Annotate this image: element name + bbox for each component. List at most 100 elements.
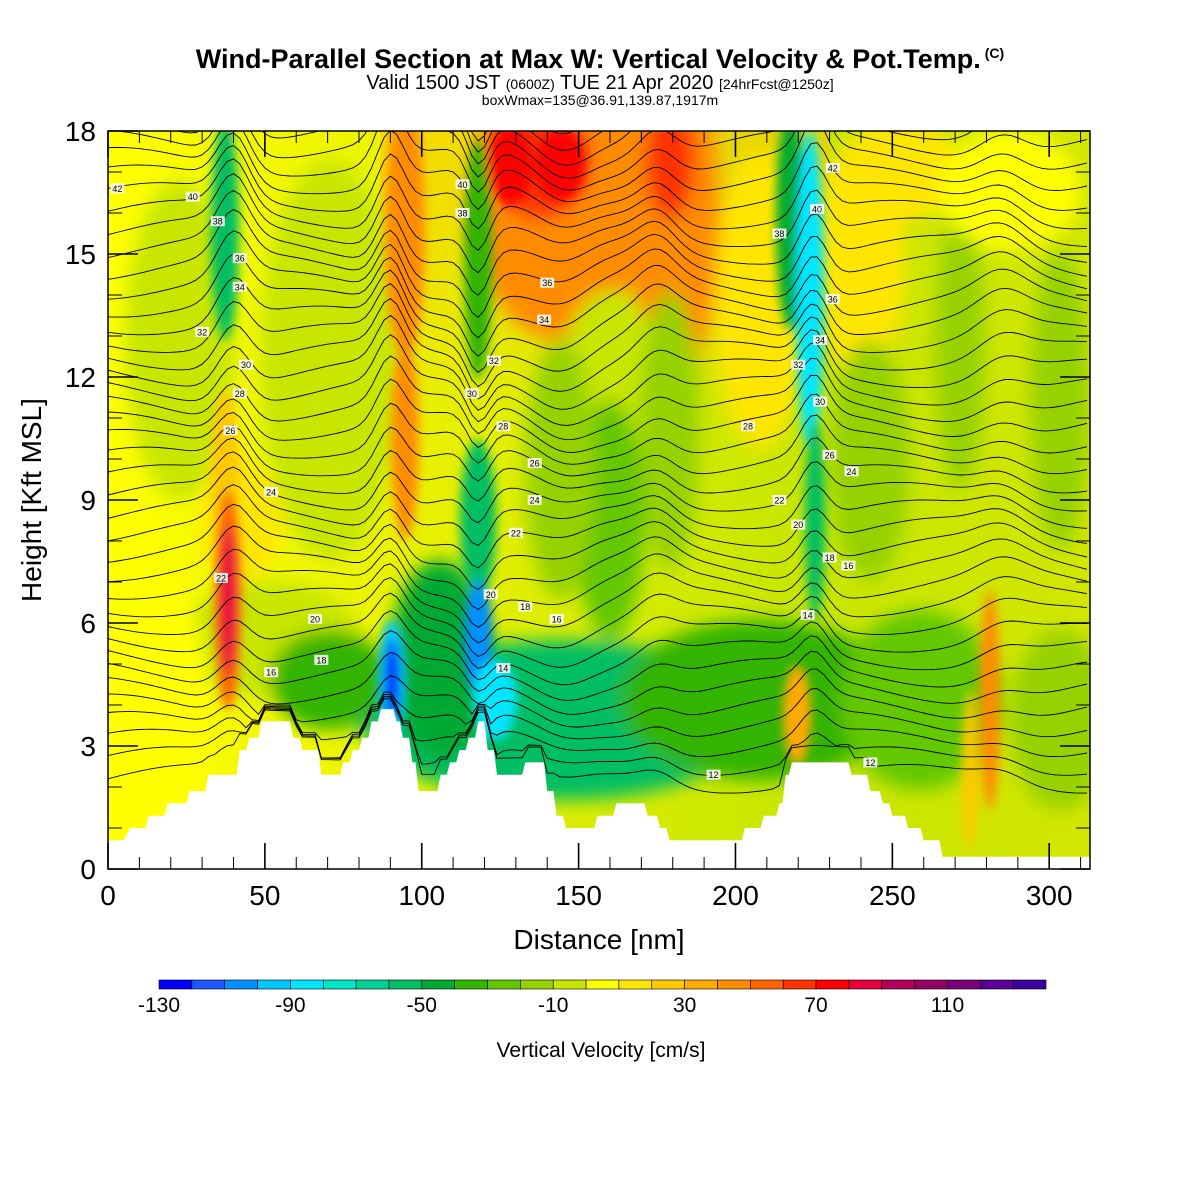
terrain-mask	[108, 709, 1090, 869]
theta-label-text: 26	[530, 459, 540, 469]
theta-label-text: 34	[815, 336, 825, 346]
theta-contour	[108, 484, 1087, 569]
colorbar-swatch	[782, 979, 817, 990]
theta-contour	[108, 131, 1088, 193]
theta-label: 16	[264, 667, 279, 678]
theta-label-text: 18	[520, 602, 530, 612]
theta-label-text: 26	[825, 450, 835, 460]
theta-label: 20	[308, 613, 323, 624]
theta-label: 22	[508, 527, 523, 538]
theta-label-text: 14	[498, 664, 508, 674]
chart-title-text: Wind-Parallel Section at Max W: Vertical…	[195, 44, 981, 74]
theta-label: 36	[825, 294, 840, 305]
theta-contour	[108, 230, 1088, 339]
colorbar-swatch	[454, 979, 488, 990]
valid-time-line: Valid 1500 JST (0600Z) TUE 21 Apr 2020 […	[0, 72, 1200, 95]
theta-label: 36	[232, 253, 247, 264]
theta-label: 28	[741, 421, 756, 432]
theta-label: 42	[110, 183, 125, 194]
theta-contour	[108, 525, 1088, 611]
box-info: boxWmax=135@36.91,139.87,1917m	[481, 92, 719, 108]
theta-label-text: 16	[266, 668, 276, 678]
x-tick-label: 0	[100, 880, 116, 911]
potential-temperature-labels: 42 40 38 36 34 32 30 28 26 24 22 20 18 16 40 38 36 34 32 30…	[110, 162, 878, 780]
theta-contour	[108, 563, 1087, 644]
theta-label: 14	[800, 609, 815, 620]
theta-contour	[108, 414, 1087, 482]
colorbar-swatch	[618, 979, 653, 990]
y-tick-label: 9	[80, 485, 96, 516]
colorbar-swatch	[881, 979, 915, 990]
theta-contour	[108, 189, 1087, 296]
theta-label: 24	[264, 486, 279, 497]
x-axis-label: Distance [nm]	[513, 924, 684, 955]
colorbar-swatch	[158, 979, 193, 990]
velocity-field: 42 40 38 36 34 32 30 28 26 24 22 20 18 16 40 38 36 34 32 30…	[108, 131, 1090, 869]
theta-label: 38	[210, 216, 225, 227]
theta-label: 20	[483, 589, 498, 600]
theta-label-text: 28	[235, 389, 245, 399]
colorbar-swatch	[322, 979, 357, 990]
theta-label: 12	[706, 769, 721, 780]
colorbar-swatch	[815, 979, 850, 990]
valid-date: TUE 21 Apr 2020	[559, 72, 714, 94]
theta-label-text: 30	[241, 360, 251, 370]
theta-label: 18	[518, 601, 533, 612]
x-tick-label: 50	[249, 880, 280, 911]
theta-contour	[108, 355, 1087, 441]
theta-contour	[111, 131, 1088, 179]
colorbar-swatch	[552, 979, 587, 990]
theta-contour	[108, 693, 1087, 759]
theta-label-text: 20	[310, 614, 320, 624]
x-tick-label: 100	[398, 880, 445, 911]
theta-label: 30	[239, 359, 254, 370]
theta-label-text: 16	[552, 614, 562, 624]
colorbar-swatch	[717, 979, 751, 990]
theta-label: 28	[496, 421, 511, 432]
y-tick-label: 0	[80, 854, 96, 885]
theta-label-text: 22	[774, 496, 784, 506]
theta-contour	[108, 548, 1088, 628]
theta-label: 22	[213, 572, 228, 583]
colorbar-swatch	[224, 979, 258, 990]
theta-label-text: 42	[828, 163, 838, 173]
theta-label-text: 24	[266, 487, 276, 497]
theta-label-text: 12	[709, 770, 719, 780]
colorbar-swatch	[750, 979, 784, 990]
theta-label-text: 38	[458, 209, 468, 219]
theta-contour	[108, 374, 1088, 453]
colorbar-swatch	[651, 979, 685, 990]
theta-label-text: 22	[511, 528, 521, 538]
theta-contour	[470, 131, 575, 142]
theta-label-text: 16	[843, 561, 853, 571]
colorbar-swatch	[421, 979, 455, 990]
theta-label: 26	[223, 425, 238, 436]
theta-contour	[108, 577, 1087, 658]
y-tick-label: 12	[65, 362, 96, 393]
theta-label-text: 24	[847, 467, 857, 477]
theta-contour	[108, 173, 1087, 274]
theta-label: 42	[825, 162, 840, 173]
theta-label-text: 20	[486, 590, 496, 600]
theta-label: 16	[549, 613, 564, 624]
theta-label-text: 30	[815, 397, 825, 407]
theta-label-text: 32	[197, 327, 207, 337]
theta-contour	[108, 314, 1087, 411]
theta-contour	[466, 131, 604, 153]
theta-label-text: 34	[539, 315, 549, 325]
theta-label-text: 40	[188, 192, 198, 202]
y-axis-label: Height [Kft MSL]	[16, 398, 47, 602]
theta-label: 40	[455, 179, 470, 190]
y-tick-label: 3	[80, 731, 96, 762]
theta-label-text: 36	[542, 278, 552, 288]
theta-label: 18	[314, 654, 329, 665]
colorbar-tick-label: -50	[407, 994, 437, 1017]
x-tick-label: 150	[555, 880, 602, 911]
theta-label: 34	[232, 281, 247, 292]
colorbar-swatch	[487, 979, 521, 990]
theta-contour	[108, 208, 1087, 318]
theta-label-text: 14	[803, 610, 813, 620]
theta-contour	[108, 503, 1087, 591]
theta-contour	[108, 283, 1087, 388]
